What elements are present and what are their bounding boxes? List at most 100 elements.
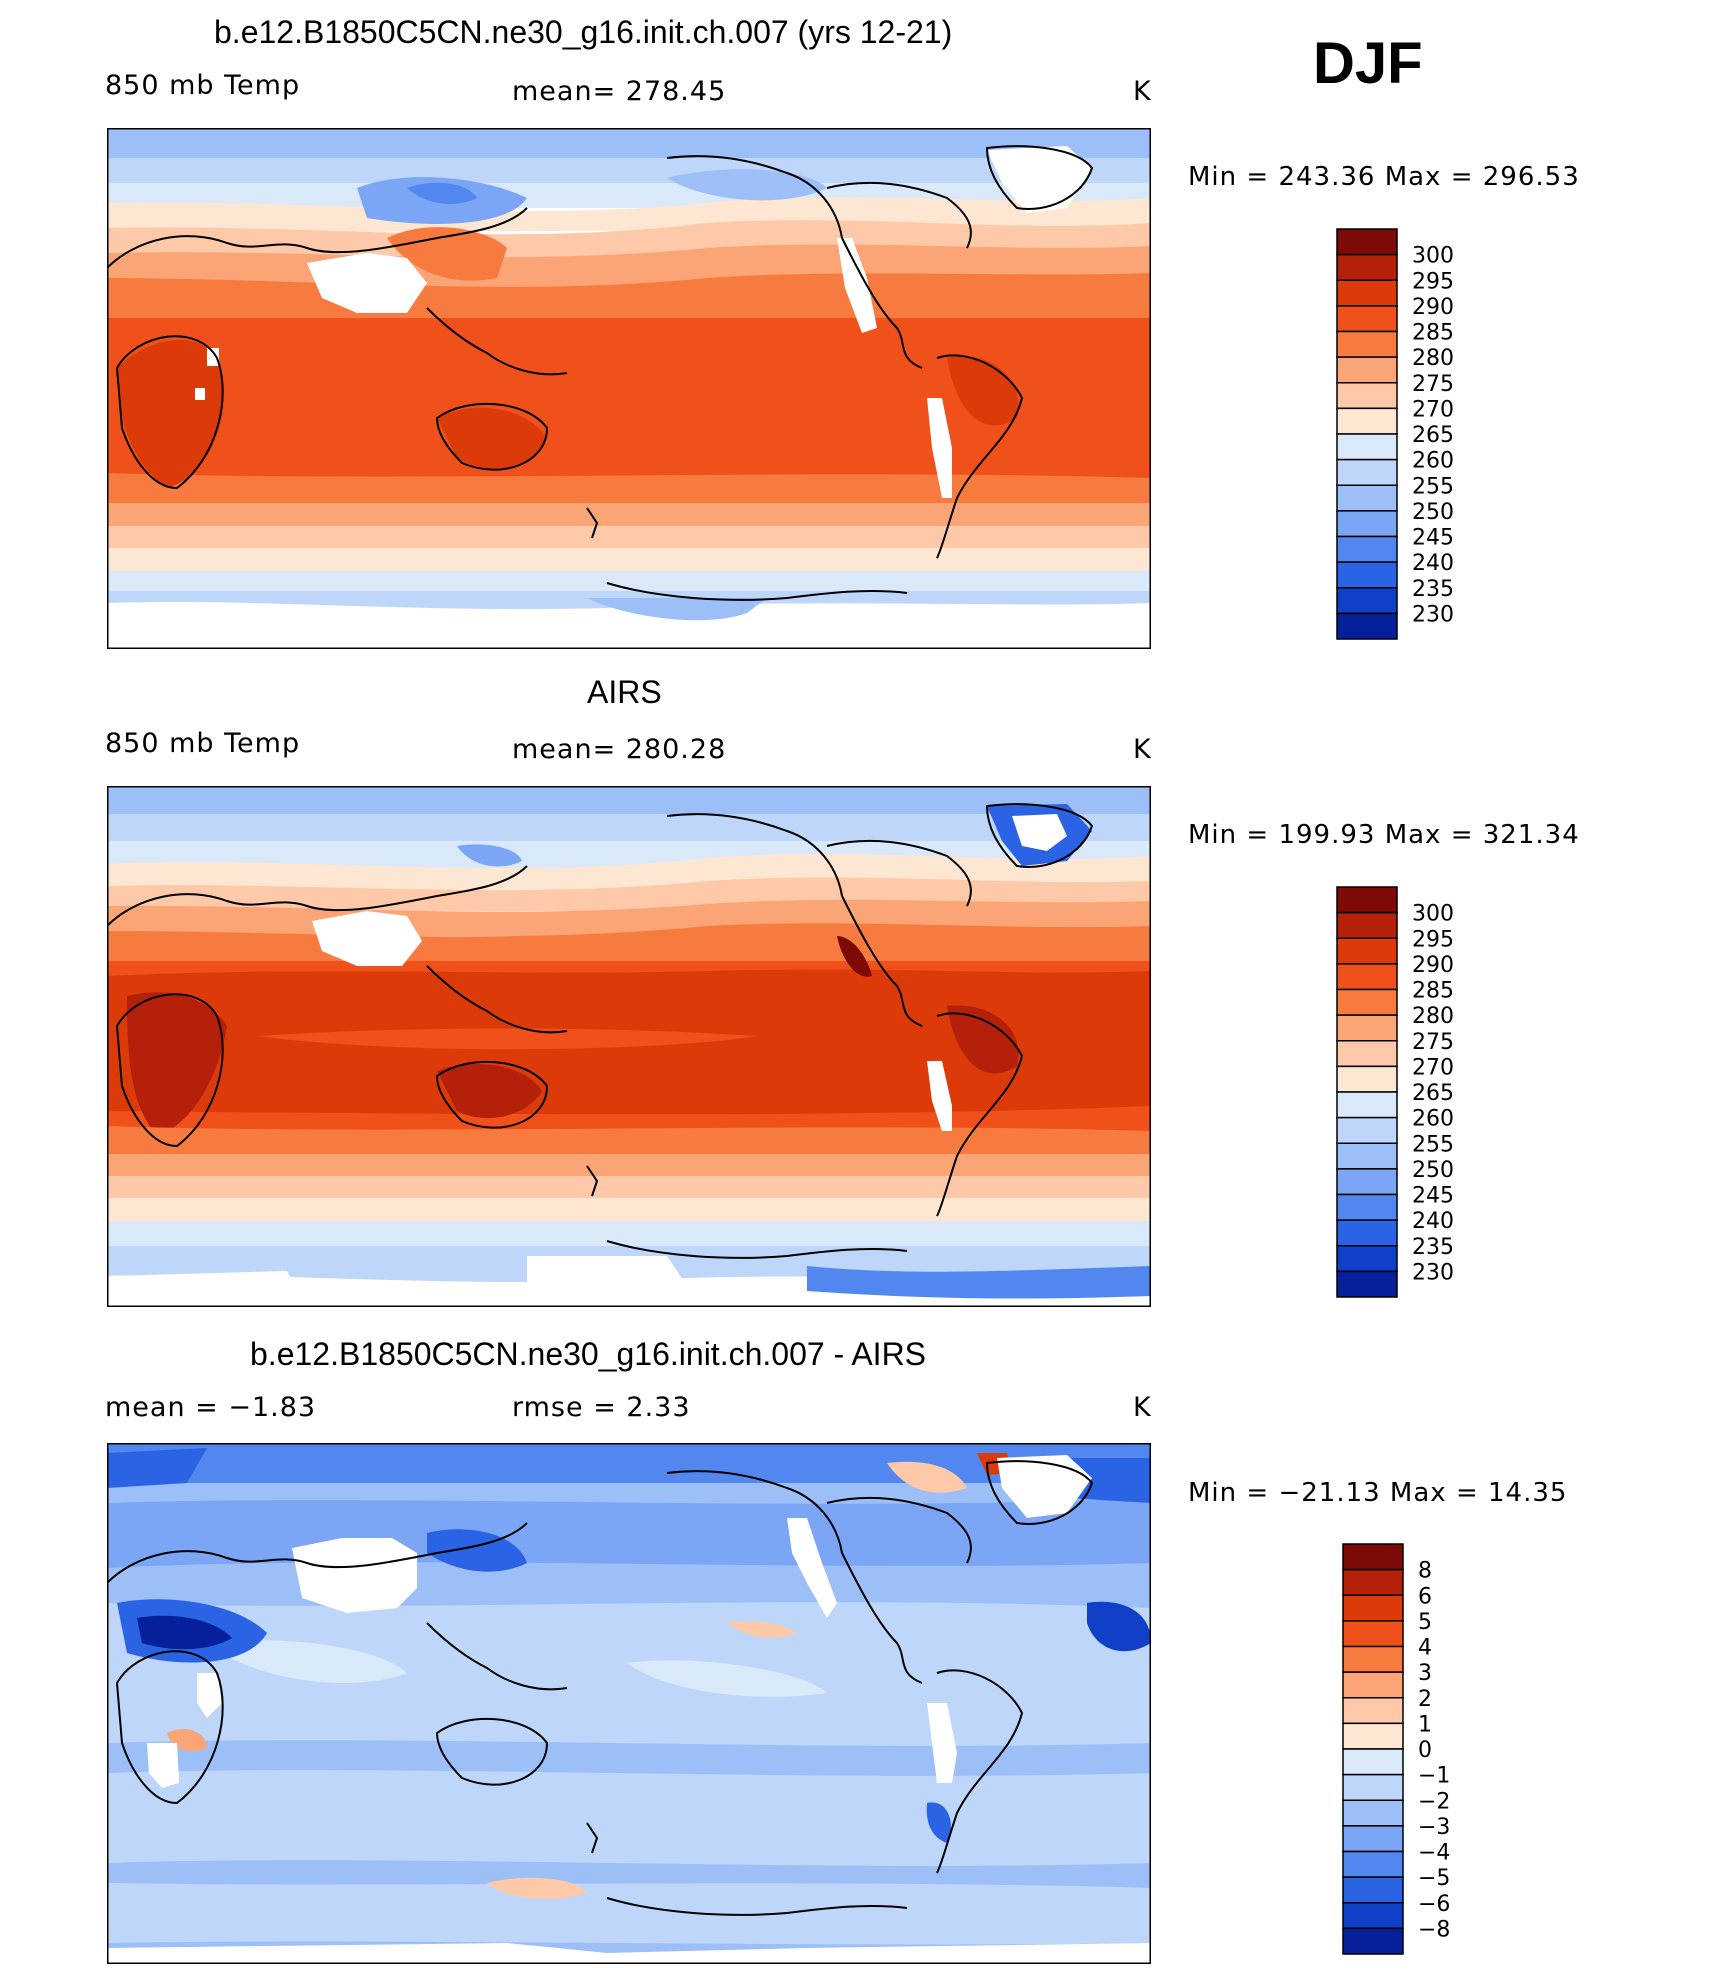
panel-1-colorbar-tick-label: 295 (1412, 269, 1454, 294)
panel-2-colorbar-tick-label: 270 (1412, 1055, 1454, 1080)
panel-2-colorbar-tick-label: 230 (1412, 1260, 1454, 1285)
panel-2-colorbar-tick-label: 235 (1412, 1235, 1454, 1260)
panel-3-colorbar-tick-label: −8 (1418, 1917, 1450, 1942)
panel-2-colorbar-tick-label: 275 (1412, 1030, 1454, 1055)
panel-3-colorbar-tick-label: 4 (1418, 1636, 1432, 1661)
panel-1-colorbar-swatch (1336, 356, 1398, 384)
panel-1-colorbar-swatch (1336, 612, 1398, 640)
panel-3-map (107, 1443, 1151, 1964)
panel-3-colorbar-tick-label: −6 (1418, 1892, 1450, 1917)
panel-1-colorbar-tick-label: 270 (1412, 397, 1454, 422)
panel-2-colorbar-tick-label: 240 (1412, 1209, 1454, 1234)
panel-1-colorbar-swatch (1336, 330, 1398, 358)
panel-2-colorbar-tick-label: 250 (1412, 1158, 1454, 1183)
panel-1-colorbar-swatch (1336, 253, 1398, 281)
panel-3-mean-label: mean = −1.83 (105, 1392, 317, 1423)
panel-3-colorbar-tick-label: 2 (1418, 1687, 1432, 1712)
panel-3-colorbar-swatch (1342, 1773, 1404, 1801)
panel-2-colorbar-tick-label: 245 (1412, 1184, 1454, 1209)
panel-1-colorbar-swatch (1336, 305, 1398, 333)
panel-1-colorbar-tick-label: 255 (1412, 474, 1454, 499)
panel-3-colorbar-tick-label: −1 (1418, 1764, 1450, 1789)
panel-3-colorbar-swatch (1342, 1850, 1404, 1878)
panel-3-colorbar-swatch (1342, 1568, 1404, 1596)
panel-1-colorbar-swatch (1336, 587, 1398, 615)
panel-1-colorbar-tick-label: 280 (1412, 346, 1454, 371)
panel-1-colorbar-swatch (1336, 484, 1398, 512)
panel-2-title: AIRS (587, 674, 662, 710)
panel-1-mean-label: mean= 278.45 (512, 76, 727, 107)
panel-3-colorbar-swatch (1342, 1722, 1404, 1750)
panel-3-colorbar-swatch (1342, 1876, 1404, 1904)
panel-2-colorbar-swatch (1336, 1040, 1398, 1068)
panel-2-variable-label: 850 mb Temp (105, 728, 301, 759)
panel-2-colorbar-tick-label: 300 (1412, 902, 1454, 927)
panel-2-colorbar-tick-label: 260 (1412, 1107, 1454, 1132)
panel-3-colorbar-tick-label: 8 (1418, 1559, 1432, 1584)
panel-2-colorbar-swatch (1336, 988, 1398, 1016)
panel-3-units-label: K (1133, 1392, 1152, 1423)
panel-1-colorbar-tick-label: 290 (1412, 295, 1454, 320)
panel-2-colorbar-swatch (1336, 1219, 1398, 1247)
panel-2-colorbar-tick-label: 265 (1412, 1081, 1454, 1106)
panel-1-colorbar-tick-label: 275 (1412, 372, 1454, 397)
panel-2-colorbar-tick-label: 280 (1412, 1004, 1454, 1029)
panel-2-colorbar-swatch (1336, 911, 1398, 939)
panel-2-colorbar-swatch (1336, 1193, 1398, 1221)
panel-2-colorbar-tick-label: 285 (1412, 979, 1454, 1004)
panel-1-colorbar-tick-label: 285 (1412, 321, 1454, 346)
panel-3-colorbar-tick-label: −5 (1418, 1866, 1450, 1891)
panel-3-colorbar-swatch (1342, 1645, 1404, 1673)
panel-1-colorbar-swatch (1336, 228, 1398, 256)
panel-3-colorbar-tick-label: 5 (1418, 1610, 1432, 1635)
panel-1-colorbar-tick-label: 265 (1412, 423, 1454, 448)
panel-2-units-label: K (1133, 734, 1152, 765)
panel-1-colorbar-tick-label: 250 (1412, 500, 1454, 525)
panel-3-colorbar-tick-label: −2 (1418, 1789, 1450, 1814)
panel-1-colorbar-tick-label: 300 (1412, 244, 1454, 269)
panel-1-colorbar-tick-label: 230 (1412, 602, 1454, 627)
season-label: DJF (1313, 31, 1423, 96)
panel-3-colorbar-tick-label: 3 (1418, 1661, 1432, 1686)
panel-1-colorbar-tick-label: 240 (1412, 551, 1454, 576)
panel-1-colorbar-swatch (1336, 407, 1398, 435)
panel-2-colorbar-tick-label: 290 (1412, 953, 1454, 978)
panel-1-colorbar-swatch (1336, 561, 1398, 589)
panel-3-colorbar-swatch (1342, 1927, 1404, 1955)
panel-1-minmax: Min = 243.36 Max = 296.53 (1188, 162, 1580, 192)
panel-2-colorbar-swatch (1336, 1091, 1398, 1119)
panel-1-colorbar-tick-label: 245 (1412, 526, 1454, 551)
panel-1-title: b.e12.B1850C5CN.ne30_g16.init.ch.007 (yr… (214, 14, 953, 50)
panel-2-colorbar-tick-label: 295 (1412, 927, 1454, 952)
panel-2-colorbar-tick-label: 255 (1412, 1132, 1454, 1157)
panel-3-rmse-label: rmse = 2.33 (512, 1392, 691, 1423)
panel-2-colorbar-swatch (1336, 886, 1398, 914)
panel-1-colorbar-tick-label: 260 (1412, 449, 1454, 474)
panel-3-colorbar-swatch (1342, 1748, 1404, 1776)
panel-3-colorbar-swatch (1342, 1799, 1404, 1827)
panel-3-colorbar-swatch (1342, 1594, 1404, 1622)
panel-3-colorbar-tick-label: −4 (1418, 1841, 1450, 1866)
panel-3-colorbar-swatch (1342, 1620, 1404, 1648)
panel-3-colorbar-swatch (1342, 1543, 1404, 1571)
panel-3-title: b.e12.B1850C5CN.ne30_g16.init.ch.007 - A… (250, 1336, 927, 1372)
panel-3-minmax: Min = −21.13 Max = 14.35 (1188, 1478, 1568, 1508)
panel-2-colorbar-swatch (1336, 1270, 1398, 1298)
panel-3-colorbar-swatch (1342, 1697, 1404, 1725)
panel-1-colorbar-swatch (1336, 535, 1398, 563)
panel-1-variable-label: 850 mb Temp (105, 70, 301, 101)
panel-1-colorbar-swatch (1336, 382, 1398, 410)
panel-2-colorbar-swatch (1336, 1142, 1398, 1170)
panel-3-colorbar-tick-label: −3 (1418, 1815, 1450, 1840)
panel-2-colorbar-swatch (1336, 1168, 1398, 1196)
panel-2-colorbar-swatch (1336, 963, 1398, 991)
panel-2-colorbar-swatch (1336, 1065, 1398, 1093)
panel-1-colorbar-swatch (1336, 433, 1398, 461)
panel-1-colorbar-swatch (1336, 279, 1398, 307)
panel-3-colorbar-tick-label: 0 (1418, 1738, 1432, 1763)
panel-2-mean-label: mean= 280.28 (512, 734, 727, 765)
panel-1-units-label: K (1133, 76, 1152, 107)
panel-3-colorbar-tick-label: 6 (1418, 1584, 1432, 1609)
panel-2-minmax: Min = 199.93 Max = 321.34 (1188, 820, 1580, 850)
